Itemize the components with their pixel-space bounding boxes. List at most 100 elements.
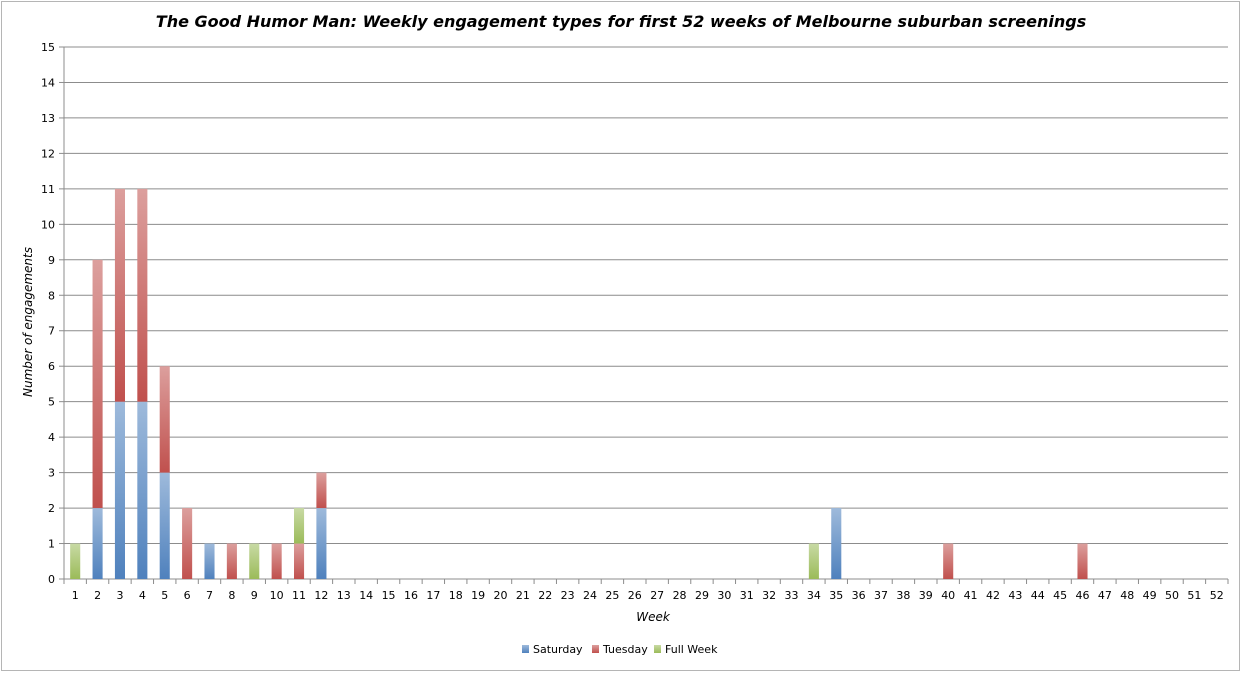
y-tick-label: 3 <box>48 467 55 480</box>
x-tick-label: 16 <box>404 589 418 602</box>
x-tick-label: 29 <box>695 589 709 602</box>
y-tick-label: 6 <box>48 360 55 373</box>
x-tick-label: 5 <box>161 589 168 602</box>
x-tick-label: 39 <box>919 589 933 602</box>
x-tick-label: 17 <box>426 589 440 602</box>
x-tick-label: 36 <box>852 589 866 602</box>
y-tick-label: 2 <box>48 502 55 515</box>
x-tick-label: 49 <box>1143 589 1157 602</box>
legend-swatch-tuesday <box>592 645 599 653</box>
x-tick-label: 51 <box>1187 589 1201 602</box>
x-tick-label: 43 <box>1008 589 1022 602</box>
x-tick-label: 35 <box>829 589 843 602</box>
x-axis-ticks: 1 2 3 4 5 6 7 8 9 10 11 12 13 14 15 16 17 18 19 20 21 22 23 24 2… <box>63 579 1229 602</box>
x-tick-label: 46 <box>1076 589 1090 602</box>
x-tick-label: 42 <box>986 589 1000 602</box>
x-tick-label: 41 <box>964 589 978 602</box>
x-tick-label: 1 <box>72 589 79 602</box>
y-tick-label: 7 <box>48 325 55 338</box>
bar-segment-tuesday-week-10 <box>271 543 282 579</box>
bar-segment-tuesday-week-12 <box>316 472 327 509</box>
bar-segment-saturday-week-12 <box>316 508 327 579</box>
x-tick-label: 21 <box>516 589 530 602</box>
y-tick-label: 15 <box>41 41 55 54</box>
bar-segment-tuesday-week-4 <box>137 188 148 402</box>
bar-segment-full-week-week-1 <box>70 543 81 579</box>
x-tick-label: 12 <box>314 589 328 602</box>
x-tick-label: 4 <box>139 589 146 602</box>
y-tick-label: 10 <box>41 218 55 231</box>
legend-label-saturday: Saturday <box>533 643 583 656</box>
bar-segment-tuesday-week-2 <box>92 259 103 509</box>
bar-segment-tuesday-week-3 <box>114 188 125 402</box>
x-tick-label: 6 <box>184 589 191 602</box>
x-tick-label: 7 <box>206 589 213 602</box>
y-tick-label: 11 <box>41 183 55 196</box>
bar-segment-full-week-week-34 <box>808 543 819 579</box>
x-tick-label: 27 <box>650 589 664 602</box>
x-tick-label: 13 <box>337 589 351 602</box>
bars <box>70 188 1088 579</box>
gridlines <box>63 46 1228 580</box>
x-tick-label: 19 <box>471 589 485 602</box>
x-tick-label: 15 <box>382 589 396 602</box>
bar-segment-saturday-week-5 <box>159 472 170 579</box>
y-tick-label: 4 <box>48 431 55 444</box>
x-tick-label: 50 <box>1165 589 1179 602</box>
x-tick-label: 26 <box>628 589 642 602</box>
x-tick-label: 8 <box>228 589 235 602</box>
y-tick-label: 1 <box>48 538 55 551</box>
bar-segment-saturday-week-35 <box>831 508 842 579</box>
y-tick-label: 8 <box>48 289 55 302</box>
bar-segment-saturday-week-4 <box>137 401 148 579</box>
bar-segment-tuesday-week-5 <box>159 366 170 473</box>
x-tick-label: 11 <box>292 589 306 602</box>
x-tick-label: 48 <box>1120 589 1134 602</box>
x-tick-label: 34 <box>807 589 821 602</box>
bar-segment-full-week-week-11 <box>294 508 305 544</box>
bar-segment-tuesday-week-40 <box>943 543 954 579</box>
bar-segment-tuesday-week-46 <box>1077 543 1088 579</box>
legend: Saturday Tuesday Full Week <box>522 643 718 656</box>
bar-segment-tuesday-week-6 <box>182 508 193 579</box>
x-tick-label: 3 <box>116 589 123 602</box>
x-tick-label: 32 <box>762 589 776 602</box>
bar-segment-tuesday-week-11 <box>294 543 305 579</box>
x-tick-label: 40 <box>941 589 955 602</box>
legend-label-full-week: Full Week <box>665 643 718 656</box>
x-tick-label: 18 <box>449 589 463 602</box>
x-tick-label: 2 <box>94 589 101 602</box>
y-tick-label: 5 <box>48 396 55 409</box>
bar-segment-saturday-week-7 <box>204 543 215 579</box>
x-tick-label: 38 <box>896 589 910 602</box>
bar-segment-full-week-week-9 <box>249 543 260 579</box>
y-tick-label: 14 <box>41 76 55 89</box>
x-tick-label: 24 <box>583 589 597 602</box>
x-tick-label: 10 <box>270 589 284 602</box>
bar-segment-saturday-week-3 <box>114 401 125 579</box>
bar-segment-tuesday-week-8 <box>226 543 237 579</box>
x-tick-label: 28 <box>673 589 687 602</box>
y-tick-label: 12 <box>41 147 55 160</box>
x-axis-title: Week <box>636 610 671 624</box>
y-tick-label: 0 <box>48 573 55 586</box>
x-tick-label: 25 <box>605 589 619 602</box>
x-tick-label: 22 <box>538 589 552 602</box>
x-tick-label: 33 <box>785 589 799 602</box>
y-tick-label: 13 <box>41 112 55 125</box>
x-tick-label: 52 <box>1210 589 1224 602</box>
x-tick-label: 31 <box>740 589 754 602</box>
x-tick-label: 9 <box>251 589 258 602</box>
chart-title: The Good Humor Man: Weekly engagement ty… <box>156 12 1086 31</box>
bar-segment-saturday-week-2 <box>92 508 103 579</box>
x-tick-label: 45 <box>1053 589 1067 602</box>
x-tick-label: 37 <box>874 589 888 602</box>
x-tick-label: 47 <box>1098 589 1112 602</box>
legend-label-tuesday: Tuesday <box>602 643 648 656</box>
x-tick-label: 14 <box>359 589 373 602</box>
legend-swatch-saturday <box>522 645 529 653</box>
x-tick-label: 23 <box>561 589 575 602</box>
legend-swatch-full-week <box>654 645 661 653</box>
